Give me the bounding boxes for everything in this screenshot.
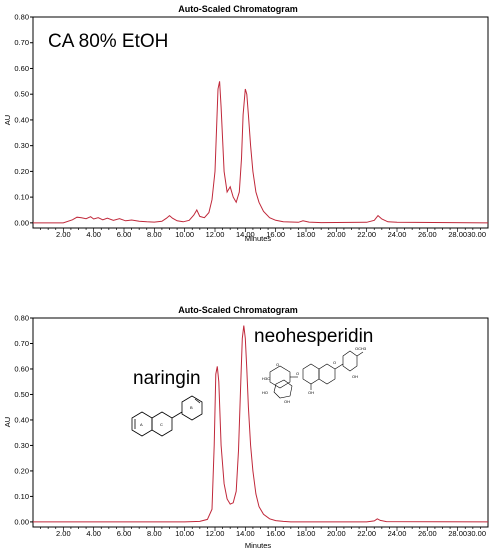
x-tick-label: 24.00 [388, 230, 407, 239]
chart-bottom-x-axis-label: Minutes [245, 541, 272, 550]
x-tick-label: 20.00 [327, 529, 346, 538]
chart-top-sample-label: CA 80% EtOH [48, 31, 168, 52]
sugar-o-label: O [276, 362, 279, 367]
chart-top-title: Auto-Scaled Chromatogram [178, 4, 298, 14]
y-tick-label: 0.10 [14, 492, 29, 501]
chart-bottom-y-axis-label: AU [3, 417, 12, 427]
ring-a-label: A [140, 422, 143, 427]
x-tick-label: 6.00 [117, 230, 132, 239]
chart-top-y-ticks: 0.00 0.10 0.20 0.30 0.40 0.50 0.60 0.70 0.80 [14, 13, 33, 227]
y-tick-label: 0.10 [14, 193, 29, 202]
x-tick-label: 6.00 [117, 529, 132, 538]
x-tick-label: 18.00 [297, 230, 316, 239]
x-tick-label: 12.00 [206, 529, 225, 538]
x-tick-label: 26.00 [418, 529, 437, 538]
chart-bottom-series-line [33, 325, 489, 523]
ring-oh-label: OH [352, 374, 358, 379]
chart-top-x-axis-label: Minutes [245, 234, 272, 243]
x-tick-label: 18.00 [297, 529, 316, 538]
y-tick-label: 0.00 [14, 517, 29, 526]
chart-top: Auto-Scaled Chromatogram AU Minutes CA 8… [3, 4, 489, 243]
naringin-peak-label: naringin [133, 368, 201, 389]
x-tick-label: 2.00 [56, 230, 71, 239]
x-tick-label: 12.00 [206, 230, 225, 239]
y-tick-label: 0.60 [14, 364, 29, 373]
y-tick-label: 0.00 [14, 218, 29, 227]
chart-bottom-y-ticks: 0.00 0.10 0.20 0.30 0.40 0.50 0.60 0.70 0.80 [14, 314, 33, 526]
chart-bottom-x-ticks: 2.00 4.00 6.00 8.00 10.00 12.00 14.00 16.00 18.0… [40, 527, 486, 538]
och3-label: OCH3 [355, 346, 367, 351]
ring-b-label: B [190, 405, 193, 410]
chart-top-y-axis-label: AU [3, 115, 12, 125]
y-tick-label: 0.50 [14, 390, 29, 399]
neohesperidin-structure-drawing [269, 350, 364, 399]
x-tick-label: 16.00 [266, 529, 285, 538]
y-tick-label: 0.50 [14, 90, 29, 99]
chart-bottom-title: Auto-Scaled Chromatogram [178, 305, 298, 315]
flavanone-structure-drawing [131, 395, 203, 437]
x-tick-label: 8.00 [147, 230, 162, 239]
x-tick-label: 30.00 [467, 230, 486, 239]
x-tick-label: 2.00 [56, 529, 71, 538]
x-tick-label: 10.00 [175, 230, 194, 239]
x-tick-label: 8.00 [147, 529, 162, 538]
x-tick-label: 28.00 [448, 230, 467, 239]
chart-bottom: Auto-Scaled Chromatogram AU Minutes 0.00… [3, 305, 489, 550]
y-tick-label: 0.30 [14, 441, 29, 450]
x-tick-label: 28.00 [448, 529, 467, 538]
pyranone-o-label: O [333, 360, 336, 365]
ring-c-label: C [160, 422, 163, 427]
x-tick-label: 14.00 [236, 529, 255, 538]
x-tick-label: 22.00 [357, 529, 376, 538]
y-tick-label: 0.70 [14, 339, 29, 348]
chart-bottom-plot-frame [32, 317, 489, 528]
x-tick-label: 4.00 [86, 230, 101, 239]
y-tick-label: 0.40 [14, 115, 29, 124]
sugar-ho-label: HO [262, 390, 268, 395]
x-tick-label: 30.00 [467, 529, 486, 538]
chart-top-x-ticks: 2.00 4.00 6.00 8.00 10.00 12.00 14.00 16.00 18.0… [40, 228, 486, 239]
neohesperidin-peak-label: neohesperidin [254, 326, 373, 347]
y-tick-label: 0.30 [14, 141, 29, 150]
y-tick-label: 0.60 [14, 64, 29, 73]
sugar-oh-label: OH [284, 399, 290, 404]
chart-top-series-line [33, 81, 489, 224]
y-tick-label: 0.20 [14, 167, 29, 176]
y-tick-label: 0.40 [14, 415, 29, 424]
y-tick-label: 0.80 [14, 314, 29, 323]
aglycone-oh-label: OH [308, 390, 314, 395]
x-tick-label: 4.00 [86, 529, 101, 538]
x-tick-label: 20.00 [327, 230, 346, 239]
y-tick-label: 0.20 [14, 466, 29, 475]
x-tick-label: 14.00 [236, 230, 255, 239]
x-tick-label: 16.00 [266, 230, 285, 239]
x-tick-label: 22.00 [357, 230, 376, 239]
glycoside-o-label: O [296, 371, 299, 376]
y-tick-label: 0.70 [14, 38, 29, 47]
h3c-label: H3C [262, 376, 270, 381]
x-tick-label: 24.00 [388, 529, 407, 538]
x-tick-label: 26.00 [418, 230, 437, 239]
x-tick-label: 10.00 [175, 529, 194, 538]
y-tick-label: 0.80 [14, 13, 29, 22]
